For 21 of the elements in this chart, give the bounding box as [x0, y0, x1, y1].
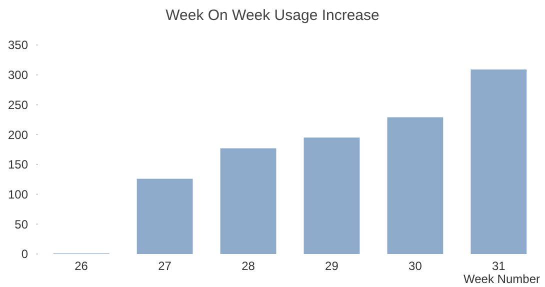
y-tick-label: 100: [8, 187, 28, 202]
bar: [387, 117, 444, 254]
y-tick-label: 0: [21, 247, 28, 262]
x-axis-title: Week Number: [464, 272, 540, 286]
y-tick-label: 200: [8, 128, 28, 142]
y-tick-label: 250: [8, 98, 28, 112]
bar: [136, 178, 193, 254]
bar: [220, 148, 276, 254]
x-tick-label: 30: [408, 259, 422, 273]
x-tick-label: 31: [492, 259, 506, 273]
chart-title: Week On Week Usage Increase: [166, 7, 380, 24]
y-tick-label: 300: [8, 68, 28, 82]
y-tick-label: 50: [14, 217, 28, 232]
x-tick-label: 26: [74, 259, 88, 273]
x-tick-label: 28: [242, 259, 256, 273]
x-tick-label: 29: [325, 259, 339, 273]
x-tick-label: 27: [158, 259, 172, 273]
bar: [470, 69, 527, 254]
y-tick-label: 150: [8, 158, 28, 172]
y-tick-label: 350: [8, 38, 28, 52]
bar: [304, 138, 360, 254]
